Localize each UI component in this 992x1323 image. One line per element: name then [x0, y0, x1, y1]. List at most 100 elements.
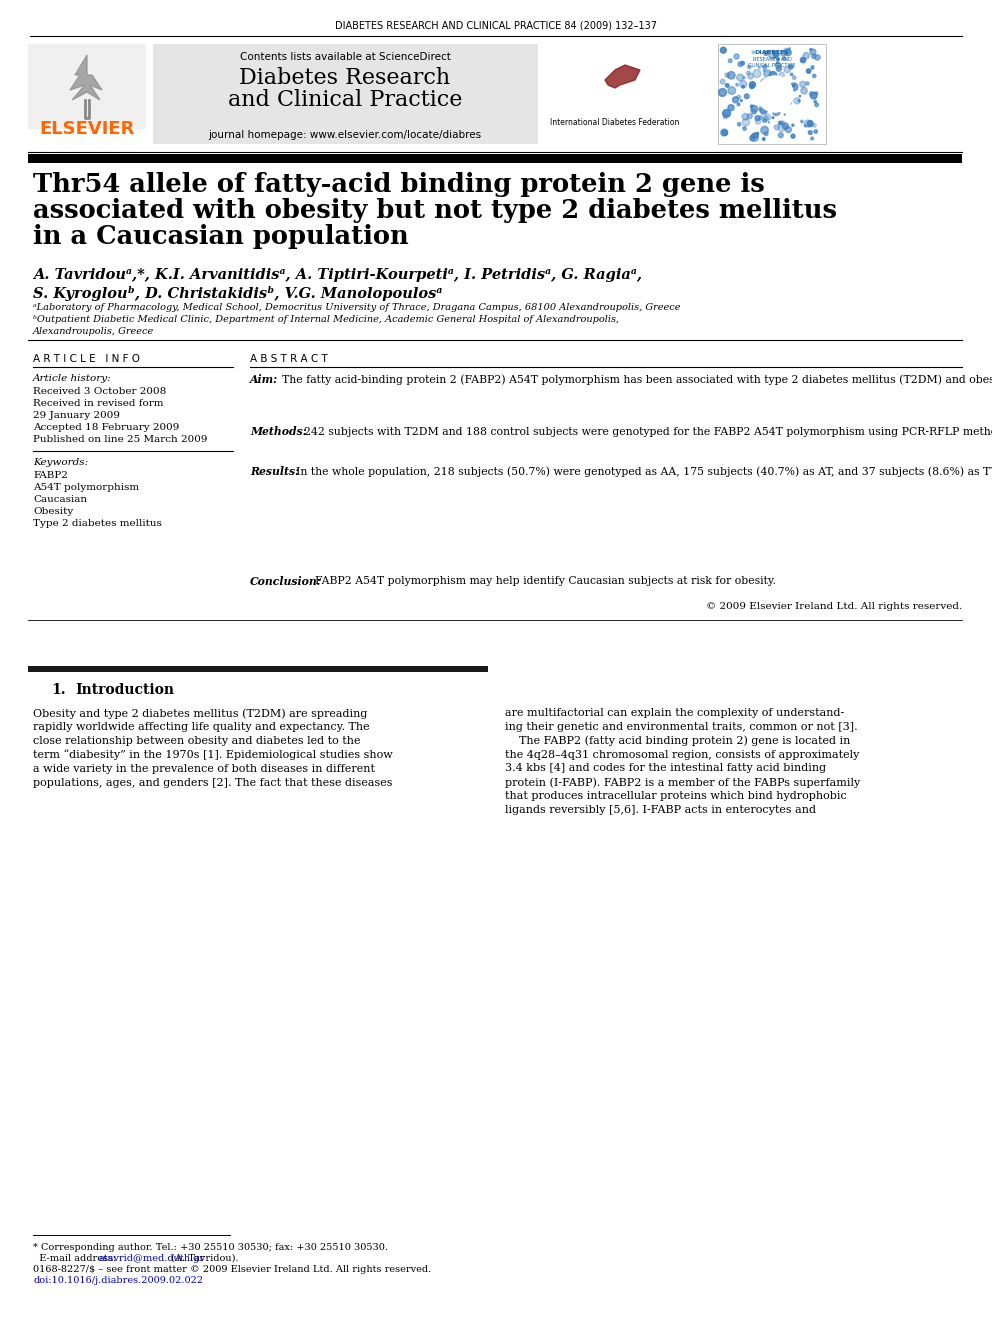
Circle shape [787, 83, 789, 87]
Circle shape [780, 81, 788, 89]
Circle shape [806, 82, 809, 85]
Circle shape [728, 86, 736, 94]
Circle shape [763, 138, 765, 140]
Circle shape [773, 108, 780, 115]
Circle shape [738, 62, 743, 66]
Circle shape [761, 78, 768, 86]
Circle shape [763, 70, 765, 71]
Circle shape [806, 69, 810, 73]
Circle shape [786, 127, 792, 132]
Circle shape [765, 114, 771, 120]
Circle shape [807, 120, 813, 127]
Circle shape [805, 124, 806, 127]
Circle shape [793, 75, 796, 79]
Circle shape [809, 91, 813, 95]
Circle shape [751, 110, 756, 114]
Circle shape [720, 79, 725, 85]
Circle shape [812, 123, 816, 127]
Circle shape [777, 62, 779, 64]
Circle shape [763, 119, 767, 123]
Circle shape [794, 98, 801, 105]
Circle shape [746, 71, 750, 75]
Circle shape [784, 49, 790, 54]
Circle shape [761, 127, 769, 134]
Text: FABP2 A54T polymorphism may help identify Caucasian subjects at risk for obesity: FABP2 A54T polymorphism may help identif… [308, 576, 776, 586]
Circle shape [737, 95, 741, 99]
Text: journal homepage: www.elsevier.com/locate/diabres: journal homepage: www.elsevier.com/locat… [208, 130, 481, 140]
Circle shape [763, 65, 767, 69]
Text: in a Caucasian population: in a Caucasian population [33, 224, 409, 249]
Circle shape [757, 132, 759, 135]
Circle shape [791, 134, 795, 138]
Text: FABP2: FABP2 [33, 471, 67, 480]
Circle shape [753, 70, 761, 78]
Text: Obesity: Obesity [33, 507, 73, 516]
Text: * Corresponding author. Tel.: +30 25510 30530; fax: +30 25510 30530.: * Corresponding author. Tel.: +30 25510 … [33, 1244, 388, 1252]
Circle shape [748, 65, 751, 69]
Circle shape [743, 127, 746, 130]
Text: DIABETES RESEARCH AND CLINICAL PRACTICE 84 (2009) 132–137: DIABETES RESEARCH AND CLINICAL PRACTICE … [335, 20, 657, 30]
Circle shape [763, 116, 768, 120]
Text: E-mail address:: E-mail address: [33, 1254, 119, 1263]
Polygon shape [605, 65, 640, 89]
Text: doi:10.1016/j.diabres.2009.02.022: doi:10.1016/j.diabres.2009.02.022 [33, 1275, 203, 1285]
Circle shape [779, 122, 782, 124]
Circle shape [801, 120, 804, 123]
Circle shape [743, 77, 745, 78]
Circle shape [750, 85, 754, 89]
Circle shape [718, 89, 726, 97]
Circle shape [718, 89, 726, 97]
Circle shape [808, 131, 812, 135]
Circle shape [777, 66, 782, 71]
Text: DIABETES: DIABETES [755, 50, 790, 56]
Circle shape [776, 62, 782, 69]
Circle shape [811, 54, 816, 58]
Circle shape [801, 87, 807, 94]
Circle shape [734, 54, 739, 60]
Text: Article history:: Article history: [33, 374, 112, 382]
Circle shape [764, 70, 772, 78]
Circle shape [727, 71, 735, 79]
Circle shape [742, 114, 749, 120]
Circle shape [779, 132, 784, 138]
Circle shape [799, 101, 800, 102]
Circle shape [781, 97, 784, 99]
Text: Published on line 25 March 2009: Published on line 25 March 2009 [33, 435, 207, 445]
Circle shape [725, 83, 729, 87]
Circle shape [736, 83, 738, 86]
Circle shape [789, 48, 791, 49]
Bar [28, 44, 146, 130]
Circle shape [725, 73, 729, 77]
Circle shape [783, 57, 786, 61]
Circle shape [774, 52, 779, 57]
Text: A B S T R A C T: A B S T R A C T [250, 355, 327, 364]
Circle shape [737, 74, 744, 81]
Circle shape [757, 75, 793, 112]
Polygon shape [70, 56, 102, 101]
Circle shape [750, 136, 755, 140]
Circle shape [759, 105, 767, 112]
Text: associated with obesity but not type 2 diabetes mellitus: associated with obesity but not type 2 d… [33, 198, 837, 224]
Circle shape [742, 86, 744, 89]
Circle shape [742, 119, 750, 126]
Text: ᵇOutpatient Diabetic Medical Clinic, Department of Internal Medicine, Academic G: ᵇOutpatient Diabetic Medical Clinic, Dep… [33, 315, 619, 324]
Circle shape [778, 124, 786, 131]
Circle shape [781, 50, 787, 57]
Circle shape [805, 120, 811, 127]
Circle shape [781, 120, 785, 124]
Text: Contents lists available at ScienceDirect: Contents lists available at ScienceDirec… [239, 52, 450, 62]
Bar [153, 44, 538, 144]
Text: Introduction: Introduction [75, 683, 174, 697]
Circle shape [723, 110, 730, 118]
Circle shape [748, 73, 754, 79]
Text: Obesity and type 2 diabetes mellitus (T2DM) are spreading
rapidly worldwide affe: Obesity and type 2 diabetes mellitus (T2… [33, 708, 393, 787]
Circle shape [750, 82, 756, 87]
Circle shape [773, 108, 774, 110]
Circle shape [774, 124, 779, 130]
Circle shape [772, 116, 774, 119]
Circle shape [810, 138, 813, 140]
Text: © 2009 Elsevier Ireland Ltd. All rights reserved.: © 2009 Elsevier Ireland Ltd. All rights … [705, 602, 962, 611]
Circle shape [723, 114, 727, 119]
Text: 0168-8227/$ – see front matter © 2009 Elsevier Ireland Ltd. All rights reserved.: 0168-8227/$ – see front matter © 2009 El… [33, 1265, 432, 1274]
Text: and Clinical Practice: and Clinical Practice [228, 89, 462, 111]
